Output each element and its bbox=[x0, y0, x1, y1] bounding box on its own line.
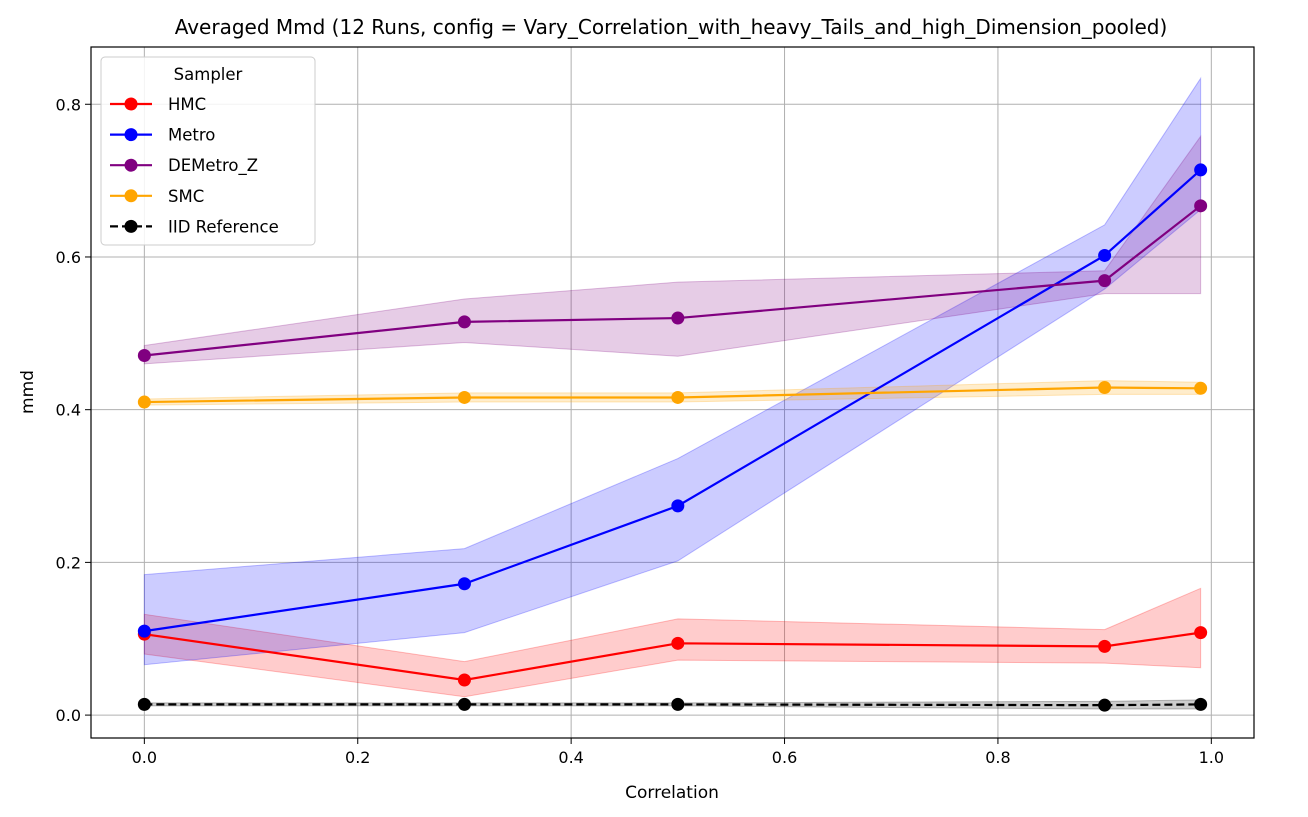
legend-marker bbox=[124, 128, 138, 142]
point-iid-reference bbox=[137, 697, 151, 711]
point-metro bbox=[1098, 248, 1112, 262]
legend-marker bbox=[124, 97, 138, 111]
point-demetro-z bbox=[1194, 199, 1208, 213]
legend-marker bbox=[124, 219, 138, 233]
point-smc bbox=[671, 390, 685, 404]
legend-marker bbox=[124, 189, 138, 203]
point-metro bbox=[457, 577, 471, 591]
point-smc bbox=[137, 395, 151, 409]
grid bbox=[91, 47, 1254, 738]
series-points bbox=[137, 163, 1208, 712]
point-metro bbox=[137, 624, 151, 638]
x-tick-label: 0.0 bbox=[132, 748, 157, 767]
point-demetro-z bbox=[457, 315, 471, 329]
y-tick-label: 0.4 bbox=[56, 401, 81, 420]
y-tick-label: 0.6 bbox=[56, 248, 81, 267]
point-metro bbox=[671, 499, 685, 513]
point-hmc bbox=[457, 673, 471, 687]
legend-marker bbox=[124, 158, 138, 172]
point-iid-reference bbox=[671, 697, 685, 711]
y-tick-label: 0.2 bbox=[56, 553, 81, 572]
x-tick-label: 1.0 bbox=[1199, 748, 1224, 767]
point-demetro-z bbox=[671, 311, 685, 325]
y-tick-label: 0.8 bbox=[56, 95, 81, 114]
x-axis-label: Correlation bbox=[625, 783, 719, 803]
legend-entry-iid-reference: IID Reference bbox=[110, 217, 279, 236]
x-axis-ticks: 0.0 0.2 0.4 0.6 0.8 1.0 bbox=[132, 738, 1224, 767]
point-hmc bbox=[671, 636, 685, 650]
point-hmc bbox=[1194, 626, 1208, 640]
y-tick-label: 0.0 bbox=[56, 706, 81, 725]
legend-label: Metro bbox=[168, 126, 215, 145]
point-demetro-z bbox=[1098, 274, 1112, 288]
y-axis-label: mmd bbox=[18, 370, 38, 414]
legend-label: DEMetro_Z bbox=[168, 156, 258, 176]
legend-entry-smc: SMC bbox=[110, 187, 204, 206]
legend: Sampler HMC Metro DEMetro_Z SMC IID Referenc… bbox=[100, 56, 316, 246]
point-demetro-z bbox=[137, 348, 151, 362]
point-iid-reference bbox=[457, 697, 471, 711]
x-tick-label: 0.4 bbox=[558, 748, 583, 767]
legend-label: SMC bbox=[168, 187, 204, 206]
y-axis-ticks: 0.0 0.2 0.4 0.6 0.8 bbox=[56, 95, 91, 725]
legend-entry-hmc: HMC bbox=[110, 95, 206, 114]
x-tick-label: 0.2 bbox=[345, 748, 370, 767]
legend-entry-metro: Metro bbox=[110, 126, 215, 145]
plot-frame bbox=[90, 46, 1255, 739]
legend-entry-demetro-z: DEMetro_Z bbox=[110, 156, 258, 176]
x-tick-label: 0.8 bbox=[985, 748, 1010, 767]
legend-label: IID Reference bbox=[168, 217, 279, 236]
legend-label: HMC bbox=[168, 95, 206, 114]
chart-title: Averaged Mmd (12 Runs, config = Vary_Cor… bbox=[175, 15, 1168, 39]
point-iid-reference bbox=[1098, 698, 1112, 712]
legend-title: Sampler bbox=[174, 65, 243, 84]
band-demetro-z bbox=[143, 134, 1202, 365]
point-smc bbox=[1194, 381, 1208, 395]
point-smc bbox=[1098, 381, 1112, 395]
legend-box bbox=[100, 56, 316, 246]
point-smc bbox=[457, 390, 471, 404]
point-metro bbox=[1194, 163, 1208, 177]
point-iid-reference bbox=[1194, 697, 1208, 711]
x-tick-label: 0.6 bbox=[772, 748, 797, 767]
point-hmc bbox=[1098, 639, 1112, 653]
legend-entries: HMC Metro DEMetro_Z SMC IID Reference bbox=[110, 95, 279, 236]
